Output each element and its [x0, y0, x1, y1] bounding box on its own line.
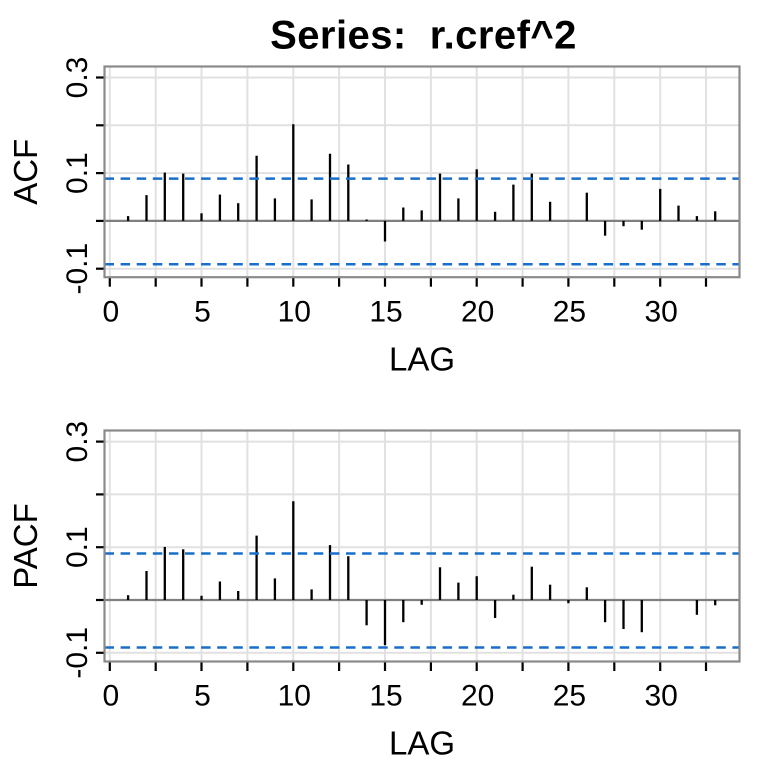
svg-text:0: 0 — [102, 295, 119, 328]
svg-text:10: 10 — [278, 680, 311, 713]
svg-text:20: 20 — [461, 295, 494, 328]
svg-text:25: 25 — [553, 295, 586, 328]
svg-text:15: 15 — [369, 680, 402, 713]
svg-text:10: 10 — [278, 295, 311, 328]
svg-text:20: 20 — [461, 680, 494, 713]
svg-text:ACF: ACF — [7, 139, 44, 205]
svg-text:0.3: 0.3 — [61, 57, 94, 99]
svg-text:5: 5 — [194, 295, 211, 328]
svg-text:-0.1: -0.1 — [61, 627, 94, 679]
svg-text:-0.1: -0.1 — [61, 243, 94, 295]
svg-text:25: 25 — [553, 680, 586, 713]
svg-text:30: 30 — [645, 680, 678, 713]
svg-text:0: 0 — [102, 680, 119, 713]
svg-text:0.3: 0.3 — [61, 421, 94, 463]
svg-text:0.1: 0.1 — [61, 152, 94, 194]
svg-text:Series: r.cref^2: Series: r.cref^2 — [270, 14, 577, 58]
svg-text:15: 15 — [369, 295, 402, 328]
svg-text:30: 30 — [645, 295, 678, 328]
svg-text:5: 5 — [194, 680, 211, 713]
svg-text:LAG: LAG — [389, 340, 455, 377]
svg-text:PACF: PACF — [7, 503, 44, 589]
svg-text:0.1: 0.1 — [61, 526, 94, 568]
svg-text:LAG: LAG — [389, 725, 455, 762]
